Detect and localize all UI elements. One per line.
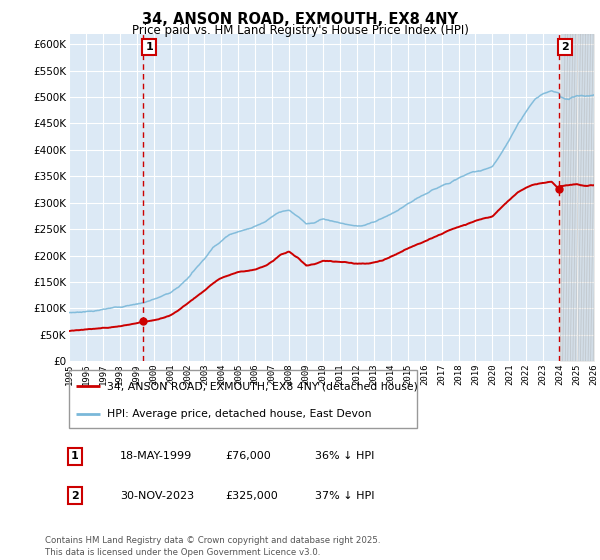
Text: 2: 2 [71, 491, 79, 501]
Text: Price paid vs. HM Land Registry's House Price Index (HPI): Price paid vs. HM Land Registry's House … [131, 24, 469, 36]
Text: 30-NOV-2023: 30-NOV-2023 [120, 491, 194, 501]
Text: 1: 1 [71, 451, 79, 461]
Text: 37% ↓ HPI: 37% ↓ HPI [315, 491, 374, 501]
Text: 34, ANSON ROAD, EXMOUTH, EX8 4NY (detached house): 34, ANSON ROAD, EXMOUTH, EX8 4NY (detach… [107, 381, 418, 391]
Text: £76,000: £76,000 [225, 451, 271, 461]
Bar [560, 34, 594, 361]
Text: 1: 1 [145, 41, 153, 52]
Text: Contains HM Land Registry data © Crown copyright and database right 2025.
This d: Contains HM Land Registry data © Crown c… [45, 536, 380, 557]
Text: £325,000: £325,000 [225, 491, 278, 501]
Text: HPI: Average price, detached house, East Devon: HPI: Average price, detached house, East… [107, 409, 372, 419]
Text: 18-MAY-1999: 18-MAY-1999 [120, 451, 192, 461]
Text: 2: 2 [561, 41, 569, 52]
Text: 34, ANSON ROAD, EXMOUTH, EX8 4NY: 34, ANSON ROAD, EXMOUTH, EX8 4NY [142, 12, 458, 27]
Text: 36% ↓ HPI: 36% ↓ HPI [315, 451, 374, 461]
